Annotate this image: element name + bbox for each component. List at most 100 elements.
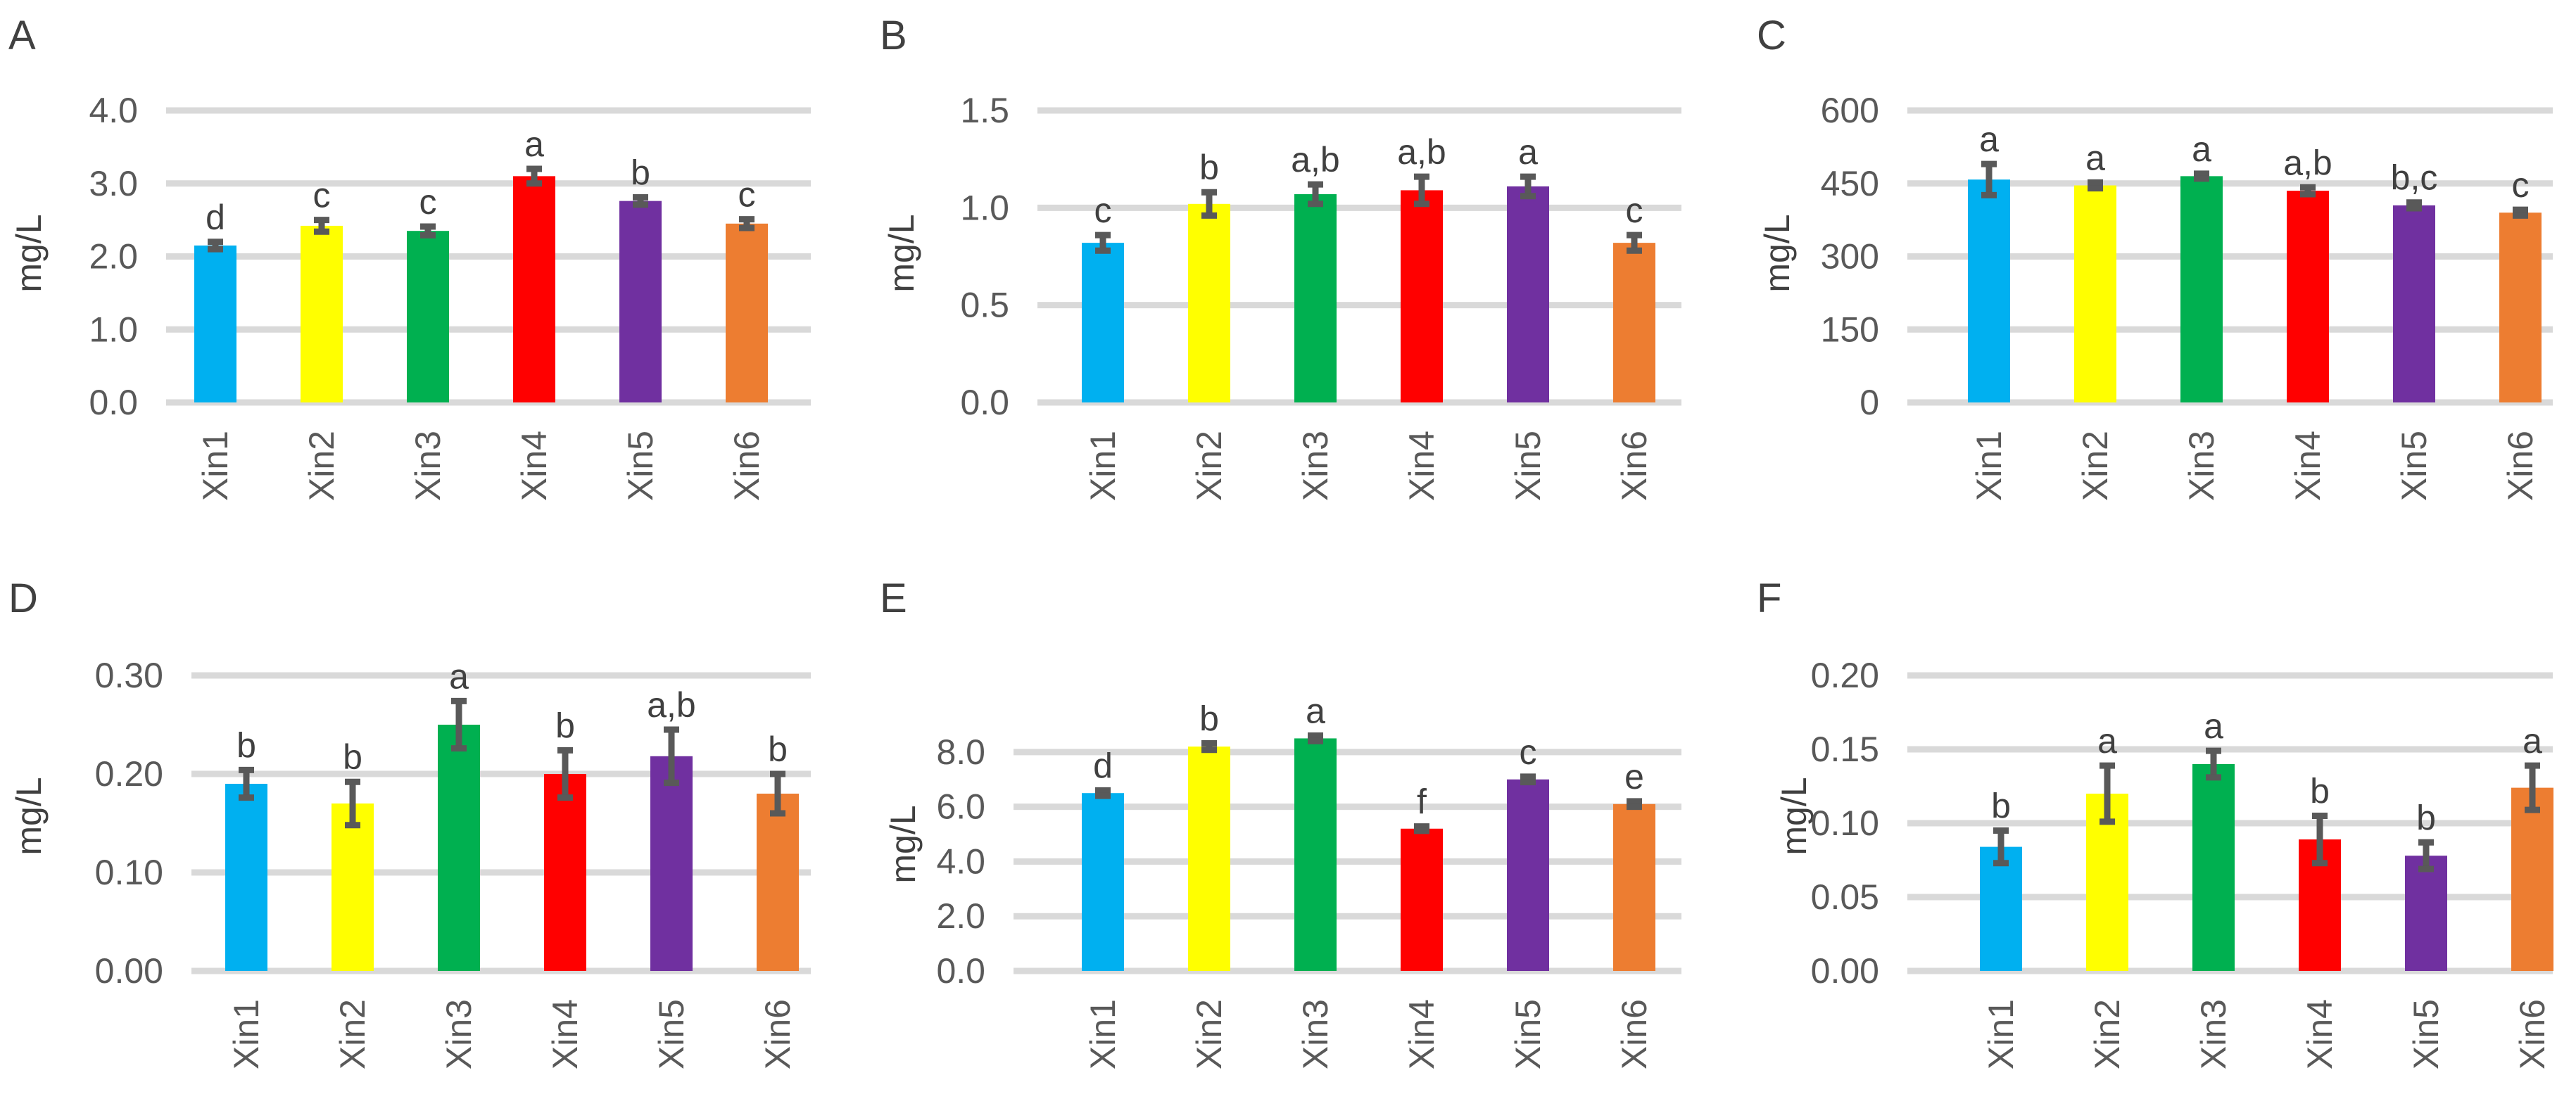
y-axis-label: mg/L — [883, 805, 923, 883]
chart-panel-c: Cmg/L 0 150 300 450 600 a Xin1 a Xin2 a Xin3 a,b Xin4… — [1757, 13, 2553, 501]
chart-panel-f: Fmg/L 0.00 0.05 0.10 0.15 0.20 b Xin1 a Xin2 a Xin3… — [1757, 576, 2553, 1069]
bar-xin1 — [1082, 243, 1124, 402]
bar-xin5 — [1507, 186, 1549, 402]
x-tick-label: Xin3 — [2194, 999, 2233, 1069]
y-tick-label: 0.0 — [936, 951, 985, 991]
y-tick-label: 0.10 — [95, 853, 163, 892]
bar-xin4 — [513, 176, 555, 402]
significance-letter: b — [343, 737, 362, 777]
bar-xin2 — [1188, 747, 1230, 971]
significance-letter: b — [631, 153, 650, 192]
bar-xin2 — [1188, 203, 1230, 402]
panel-letter: E — [880, 576, 907, 621]
significance-letter: a,b — [1397, 132, 1446, 172]
significance-letter: a,b — [2283, 143, 2332, 182]
bar-xin1 — [194, 245, 236, 402]
x-tick-label: Xin6 — [727, 431, 766, 501]
x-tick-label: Xin2 — [1189, 999, 1229, 1069]
significance-letter: a — [2085, 138, 2105, 177]
bar-xin5 — [619, 201, 662, 402]
y-tick-label: 1.0 — [89, 310, 138, 349]
x-tick-label: Xin1 — [1981, 999, 2021, 1069]
significance-letter: f — [1417, 782, 1427, 822]
y-tick-label: 2.0 — [89, 237, 138, 277]
significance-letter: b — [2416, 798, 2436, 837]
x-tick-label: Xin6 — [2501, 431, 2540, 501]
x-tick-label: Xin6 — [2513, 999, 2552, 1069]
significance-letter: c — [738, 175, 756, 215]
bar-xin3 — [1294, 193, 1337, 402]
x-tick-label: Xin4 — [1402, 999, 1441, 1069]
x-tick-label: Xin4 — [545, 999, 585, 1069]
x-tick-label: Xin1 — [196, 431, 235, 501]
x-tick-label: Xin5 — [1508, 431, 1548, 501]
x-tick-label: Xin2 — [333, 999, 372, 1069]
significance-letter: a — [2097, 721, 2117, 761]
significance-letter: d — [1093, 746, 1113, 785]
bar-xin5 — [1507, 779, 1549, 971]
y-tick-label: 0.0 — [960, 383, 1009, 422]
x-tick-label: Xin4 — [2300, 999, 2340, 1069]
significance-letter: b — [555, 706, 575, 745]
significance-letter: b — [1991, 787, 2011, 826]
x-tick-label: Xin3 — [1296, 431, 1335, 501]
y-axis-label: mg/L — [9, 777, 49, 855]
significance-letter: a — [449, 656, 469, 696]
panel-letter: A — [8, 13, 36, 58]
significance-letter: b — [1199, 148, 1219, 187]
x-tick-label: Xin2 — [2088, 999, 2127, 1069]
y-tick-label: 0.10 — [1811, 803, 1879, 843]
x-tick-label: Xin4 — [1402, 431, 1441, 501]
y-tick-label: 0.05 — [1811, 877, 1879, 917]
bar-xin2 — [332, 803, 374, 971]
chart-panel-d: Dmg/L 0.00 0.10 0.20 0.30 b Xin1 b Xin2 a Xin3 b Xin… — [8, 576, 811, 1069]
x-tick-label: Xin3 — [439, 999, 479, 1069]
significance-letter: c — [1520, 732, 1537, 772]
chart-panel-b: Bmg/L 0.0 0.5 1.0 1.5 c Xin1 b Xin2 a,b Xin3 a,b Xin… — [880, 13, 1681, 501]
significance-letter: a — [2192, 129, 2211, 169]
y-tick-label: 450 — [1821, 164, 1879, 203]
significance-letter: a — [1979, 120, 1999, 159]
bar-xin6 — [726, 223, 768, 402]
chart-panel-a: Amg/L 0.0 1.0 2.0 3.0 4.0 d Xin1 c Xin2 c Xin3 a Xin4… — [8, 13, 811, 501]
bar-xin6 — [2511, 787, 2553, 971]
chart-panel-e: Emg/L 0.0 2.0 4.0 6.0 8.0 d Xin1 b Xin2 a Xin3 f Xin4… — [880, 576, 1681, 1069]
y-tick-label: 150 — [1821, 310, 1879, 349]
x-tick-label: Xin3 — [1296, 999, 1335, 1069]
y-axis-label: mg/L — [882, 214, 921, 292]
x-tick-label: Xin6 — [1615, 431, 1654, 501]
significance-letter: c — [1094, 191, 1112, 230]
x-tick-label: Xin5 — [2394, 431, 2434, 501]
x-tick-label: Xin1 — [1969, 431, 2009, 501]
x-tick-label: Xin5 — [652, 999, 691, 1069]
significance-letter: c — [2512, 165, 2530, 205]
x-tick-label: Xin6 — [1615, 999, 1654, 1069]
y-tick-label: 0.5 — [960, 286, 1009, 325]
y-tick-label: 0.15 — [1811, 730, 1879, 769]
x-tick-label: Xin6 — [758, 999, 797, 1069]
bar-xin3 — [407, 231, 449, 402]
bar-xin5 — [2393, 205, 2435, 402]
x-tick-label: Xin5 — [621, 431, 660, 501]
y-tick-label: 4.0 — [936, 841, 985, 881]
y-tick-label: 0.20 — [1811, 656, 1879, 695]
x-tick-label: Xin1 — [1083, 431, 1123, 501]
y-axis-label: mg/L — [1774, 777, 1814, 855]
bar-xin3 — [438, 725, 480, 971]
significance-letter: b — [236, 725, 256, 765]
x-tick-label: Xin2 — [302, 431, 341, 501]
significance-letter: b — [2310, 772, 2330, 811]
x-tick-label: Xin4 — [2288, 431, 2328, 501]
x-tick-label: Xin5 — [2406, 999, 2446, 1069]
significance-letter: a — [1518, 132, 1538, 172]
significance-letter: b,c — [2391, 158, 2438, 198]
bar-xin4 — [1401, 828, 1443, 971]
y-tick-label: 0.20 — [95, 754, 163, 794]
x-tick-label: Xin1 — [1083, 999, 1123, 1069]
y-tick-label: 0.0 — [89, 383, 138, 422]
bar-xin5 — [2405, 856, 2447, 971]
y-axis-label: mg/L — [9, 214, 49, 292]
y-tick-label: 6.0 — [936, 787, 985, 827]
x-tick-label: Xin4 — [514, 431, 554, 501]
